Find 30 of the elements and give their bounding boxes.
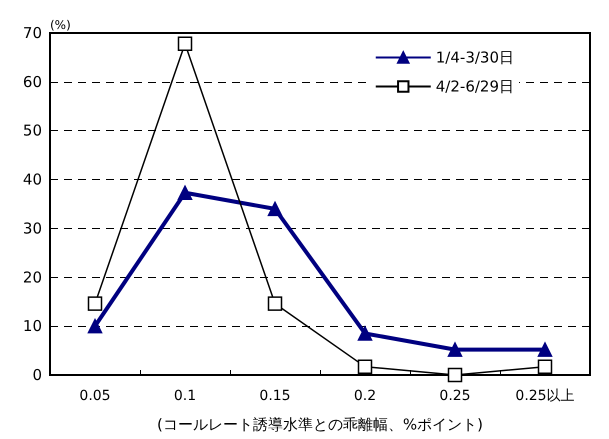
x-axis-title: (コールレート誘導水準との乖離幅、%ポイント) [157,416,483,434]
point [88,296,102,311]
point [88,318,102,334]
point [268,296,282,311]
point [538,359,552,374]
point [178,186,192,200]
point [358,326,372,341]
y-tick-label: 0 [32,366,42,384]
x-tick-label: 0.2 [354,388,376,404]
x-tick-label: 0.05 [79,388,111,404]
y-tick-label: 20 [22,268,42,286]
x-tick-label: 0.25 [439,388,471,404]
y-tick-label: 10 [22,317,42,336]
legend-label: 4/2-6/29日 [436,78,514,96]
point [178,36,192,51]
point [538,342,552,357]
point [358,359,372,374]
legend-label: 1/4-3/30日 [436,48,514,66]
y-tick-label: 50 [22,122,42,140]
x-tick-label: 0.25以上 [515,388,575,404]
y-tick-label: 60 [22,72,42,91]
y-axis-title: (%) [50,18,71,32]
y-tick-label: 30 [22,219,42,238]
point [448,342,462,357]
x-tick-label: 0.1 [174,388,196,404]
x-tick-label: 0.15 [259,388,291,404]
point [448,368,462,382]
point [268,202,282,216]
y-tick-label: 40 [22,170,42,189]
y-tick-label: 70 [22,24,42,42]
